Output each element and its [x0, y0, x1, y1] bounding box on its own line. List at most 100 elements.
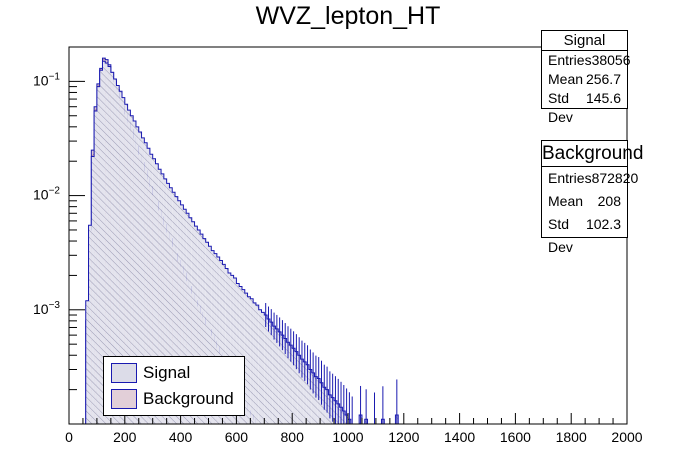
signal-mean-row: Mean 256.7 — [542, 70, 627, 89]
signal-bin-790 — [289, 345, 293, 424]
background-stats-title: Background — [542, 141, 643, 167]
signal-bin-570 — [228, 272, 231, 424]
signal-bin-410 — [183, 209, 187, 424]
signal-bin-540 — [219, 260, 223, 424]
x-tick-label-800: 800 — [281, 429, 305, 445]
signal-bin-140 — [108, 66, 111, 425]
x-tick-label-1000: 1000 — [332, 429, 363, 445]
signal-bin-250 — [138, 132, 142, 425]
signal-bin-450 — [194, 226, 198, 424]
signal-bin-690 — [261, 312, 265, 424]
signal-bin-120 — [102, 61, 106, 424]
signal-entries-row: Entries 38056 — [542, 51, 631, 70]
y-tick-label-−1: 10−1 — [33, 71, 60, 88]
signal-bin-650 — [250, 298, 254, 424]
signal-bin-710 — [267, 319, 270, 424]
signal-bin-310 — [155, 163, 159, 424]
signal-bin-490 — [205, 242, 209, 424]
signal-stats-title: Signal — [542, 31, 627, 51]
signal-bin-770 — [283, 338, 287, 424]
signal-bin-860 — [308, 369, 312, 424]
x-tick-label-400: 400 — [169, 429, 193, 445]
signal-bin-350 — [166, 183, 170, 424]
legend-swatch-signal — [111, 363, 137, 383]
signal-bin-800 — [292, 348, 295, 424]
signal-bin-440 — [191, 221, 195, 424]
signal-bin-780 — [286, 342, 290, 424]
signal-mean-value: 256.7 — [585, 71, 621, 87]
signal-bin-320 — [158, 169, 162, 424]
signal-bin-830 — [300, 359, 304, 424]
background-entries-row: Entries 872820 — [542, 167, 638, 190]
signal-bin-150 — [110, 72, 114, 424]
x-tick-label-1200: 1200 — [388, 429, 419, 445]
x-tick-label-1400: 1400 — [444, 429, 475, 445]
signal-bin-60 — [85, 300, 89, 424]
signal-bin-560 — [225, 268, 229, 424]
signal-mean-label: Mean — [548, 71, 584, 87]
signal-bin-370 — [172, 192, 176, 424]
signal-bin-110 — [99, 70, 103, 424]
y-tick-label-−3: 10−3 — [33, 300, 60, 317]
signal-bin-230 — [133, 120, 136, 425]
legend-entry-background: Background — [111, 388, 234, 410]
background-std-value: 102.3 — [585, 216, 621, 232]
signal-bin-530 — [216, 256, 220, 424]
x-tick-label-1600: 1600 — [500, 429, 531, 445]
legend-label-signal: Signal — [143, 363, 191, 382]
background-stats-box: Background Entries 872820 Mean 208 Std D… — [541, 140, 643, 255]
signal-bin-240 — [135, 126, 139, 424]
signal-bin-100 — [96, 86, 100, 425]
background-std-label: Std Dev — [548, 216, 573, 255]
signal-bin-470 — [200, 234, 203, 424]
signal-std-row: Std Dev 145.6 — [542, 89, 627, 125]
background-entries-label: Entries — [548, 170, 592, 186]
x-tick-label-2000: 2000 — [611, 429, 642, 445]
signal-bin-760 — [281, 335, 284, 424]
signal-bin-850 — [306, 364, 309, 424]
signal-bin-430 — [188, 217, 192, 424]
background-entries-value: 872820 — [591, 170, 639, 186]
signal-bin-80 — [91, 156, 95, 425]
signal-bin-740 — [275, 328, 279, 424]
signal-bin-660 — [253, 302, 256, 424]
signal-bin-480 — [202, 238, 206, 424]
signal-bin-510 — [211, 250, 215, 424]
signal-bin-520 — [214, 253, 217, 424]
signal-bin-180 — [119, 91, 123, 424]
signal-bin-280 — [147, 148, 150, 425]
signal-bin-70 — [88, 225, 92, 424]
signal-bin-300 — [152, 158, 156, 425]
signal-bin-890 — [317, 378, 321, 424]
signal-entries-value: 38056 — [591, 52, 631, 68]
signal-stats-box: Signal Entries 38056 Mean 256.7 Std Dev … — [541, 30, 631, 125]
signal-bin-840 — [303, 361, 307, 424]
signal-bin-270 — [144, 142, 148, 424]
signal-bin-820 — [297, 355, 301, 424]
legend-swatch-background — [111, 389, 137, 409]
signal-bin-90 — [94, 111, 97, 424]
signal-bin-700 — [264, 315, 268, 424]
legend-label-background: Background — [143, 389, 234, 408]
signal-bin-580 — [230, 275, 234, 424]
signal-bin-870 — [311, 372, 315, 424]
signal-bin-880 — [314, 376, 318, 424]
signal-bin-340 — [163, 178, 167, 424]
signal-bin-680 — [258, 309, 262, 424]
background-std-row: Std Dev 102.3 — [542, 213, 627, 255]
signal-bin-750 — [278, 331, 282, 424]
signal-bin-730 — [272, 326, 276, 424]
x-tick-label-1800: 1800 — [556, 429, 587, 445]
signal-bin-290 — [149, 154, 153, 425]
signal-bin-600 — [236, 283, 240, 424]
signal-bin-190 — [122, 97, 125, 424]
signal-bin-220 — [130, 115, 134, 424]
y-tick-label-−2: 10−2 — [33, 186, 60, 203]
signal-bin-630 — [244, 293, 248, 424]
signal-bin-200 — [124, 104, 128, 425]
chart-title: WVZ_lepton_HT — [255, 2, 441, 30]
legend: Signal Background — [103, 356, 245, 416]
signal-entries-label: Entries — [548, 52, 592, 68]
background-mean-value: 208 — [597, 193, 621, 209]
legend-entry-signal: Signal — [111, 362, 190, 384]
